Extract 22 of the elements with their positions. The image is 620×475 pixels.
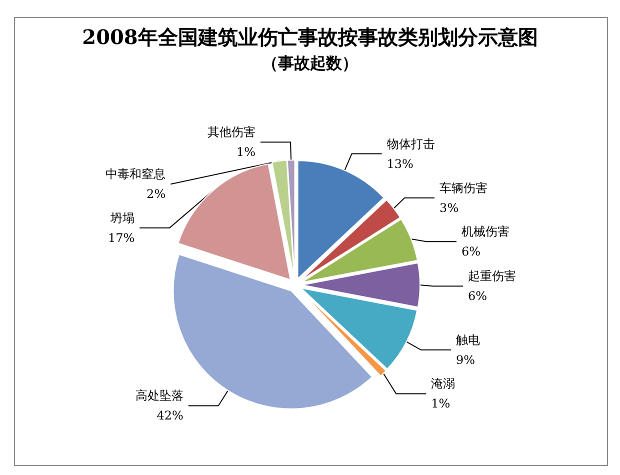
slice-label: 中毒和窒息 [106,167,166,182]
slice-label: 机械伤害 [461,224,510,239]
slice-label: 起重伤害 [468,269,516,284]
data-label: 1% [431,396,450,411]
data-label: 42% [156,408,184,423]
data-label: 9% [456,352,476,367]
data-label: 3% [440,200,459,215]
data-label: 17% [108,230,135,245]
chart-title: 2008年全国建筑业伤亡事故按事故类别划分示意图 [82,25,538,49]
data-label: 1% [236,145,256,160]
slice-label: 触电 [456,332,480,347]
slice-label: 淹溺 [431,376,456,391]
chart-subtitle: （事故起数） [262,54,358,72]
data-label: 6% [468,289,488,304]
data-label: 6% [461,244,481,259]
slice-label: 车辆伤害 [440,180,488,195]
slice-label: 物体打击 [386,136,435,151]
data-label: 2% [146,187,166,202]
slice-label: 高处坠落 [135,388,184,403]
slice-label: 坍塌 [110,210,135,225]
data-label: 13% [386,156,414,171]
slice-label: 其他伤害 [208,125,256,140]
